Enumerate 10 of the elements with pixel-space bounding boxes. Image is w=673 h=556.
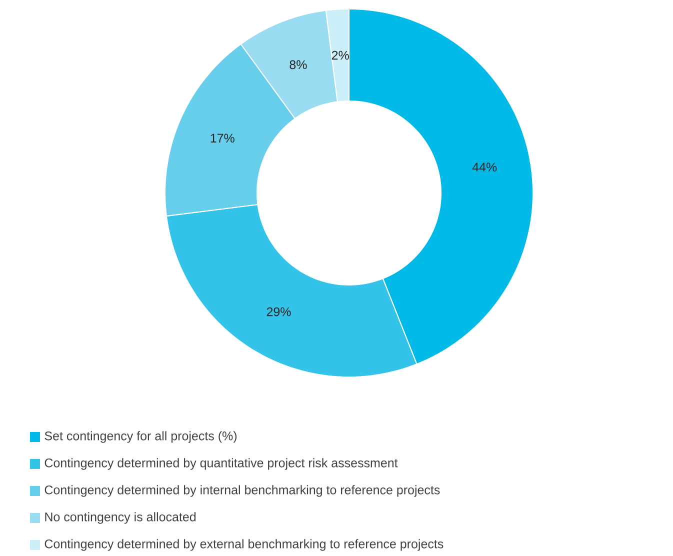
legend-label: No contingency is allocated xyxy=(45,512,196,524)
legend-label: Contingency determined by quantitative project risk assessment xyxy=(44,458,398,470)
data-label: 17% xyxy=(210,134,234,143)
legend-label: Contingency determined by internal benchmarking to reference projects xyxy=(44,485,440,497)
data-label: 2% xyxy=(332,50,349,60)
data-label: 44% xyxy=(472,162,497,172)
data-label: 29% xyxy=(266,307,291,316)
legend-label: Contingency determined by external benchmarking to reference projects xyxy=(44,539,444,551)
legend-label: Set contingency for all projects (%) xyxy=(44,431,237,443)
data-label: 8% xyxy=(290,60,307,70)
